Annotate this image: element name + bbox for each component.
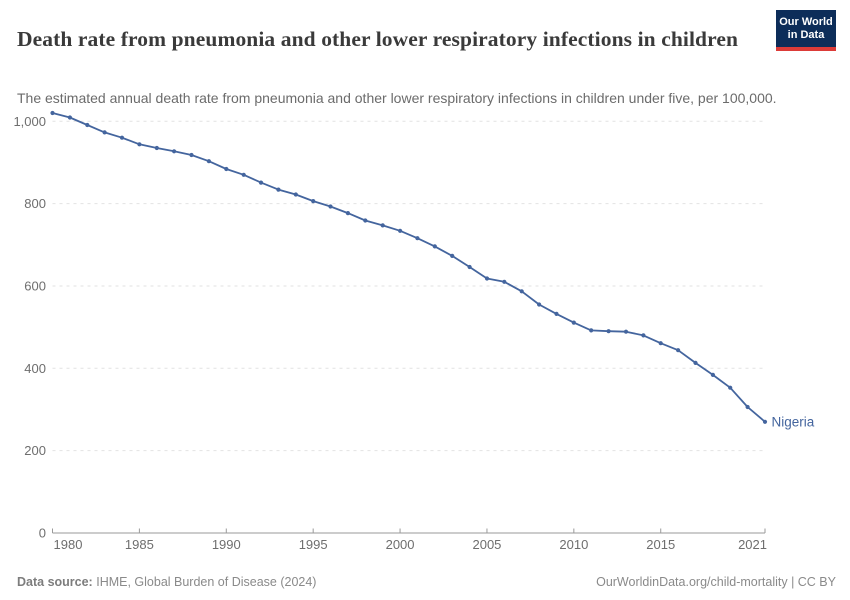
nigeria-line-series[interactable] bbox=[51, 112, 766, 423]
entity-label-nigeria[interactable]: Nigeria bbox=[772, 414, 815, 429]
data-point-1980[interactable] bbox=[50, 110, 55, 116]
data-source-text: IHME, Global Burden of Disease (2024) bbox=[96, 575, 317, 589]
x-axis-label-1980: 1980 bbox=[54, 537, 83, 552]
y-axis-label-1000: 1,000 bbox=[13, 114, 46, 129]
x-axis-label-1985: 1985 bbox=[125, 537, 154, 552]
x-axis-label-2015: 2015 bbox=[646, 537, 675, 552]
data-point-2016[interactable] bbox=[676, 348, 681, 353]
data-point-1986[interactable] bbox=[154, 145, 159, 151]
x-axis-label-1990: 1990 bbox=[212, 537, 241, 552]
data-point-1993[interactable] bbox=[276, 187, 281, 192]
x-axis-label-2005: 2005 bbox=[472, 537, 501, 552]
data-point-2013[interactable] bbox=[623, 329, 629, 334]
y-axis-label-0: 0 bbox=[39, 526, 46, 541]
data-point-2006[interactable] bbox=[502, 279, 507, 284]
data-point-1992[interactable] bbox=[258, 180, 264, 185]
owid-logo-line1: Our World bbox=[779, 16, 833, 28]
data-point-1987[interactable] bbox=[172, 149, 177, 154]
data-point-2018[interactable] bbox=[710, 372, 716, 377]
data-point-1982[interactable] bbox=[85, 122, 90, 128]
data-point-2008[interactable] bbox=[537, 302, 542, 307]
chart-title: Death rate from pneumonia and other lowe… bbox=[17, 27, 739, 52]
data-point-1999[interactable] bbox=[380, 223, 385, 228]
data-point-1997[interactable] bbox=[345, 211, 350, 216]
y-axis-label-200: 200 bbox=[24, 443, 46, 458]
data-point-2000[interactable] bbox=[398, 228, 403, 233]
data-point-2014[interactable] bbox=[641, 333, 646, 338]
data-point-1994[interactable] bbox=[293, 192, 298, 197]
data-point-1990[interactable] bbox=[224, 166, 229, 172]
data-point-1989[interactable] bbox=[206, 159, 211, 164]
data-point-1984[interactable] bbox=[119, 135, 125, 140]
data-point-2001[interactable] bbox=[415, 236, 420, 241]
data-point-2017[interactable] bbox=[693, 360, 698, 365]
owid-logo-box: Our World in Data bbox=[776, 10, 836, 47]
data-point-2020[interactable] bbox=[745, 404, 750, 410]
y-axis-label-400: 400 bbox=[24, 361, 46, 376]
data-point-2019[interactable] bbox=[728, 385, 733, 390]
data-source-note: Data source: IHME, Global Burden of Dise… bbox=[17, 575, 316, 589]
y-axis-label-800: 800 bbox=[24, 196, 46, 211]
data-point-2002[interactable] bbox=[432, 244, 437, 249]
data-point-2007[interactable] bbox=[519, 289, 524, 294]
x-axis-label-2010: 2010 bbox=[559, 537, 588, 552]
data-point-2021[interactable] bbox=[762, 419, 768, 424]
data-point-2015[interactable] bbox=[658, 341, 663, 346]
y-axis-label-600: 600 bbox=[24, 278, 46, 293]
data-point-2010[interactable] bbox=[571, 320, 576, 325]
data-point-1995[interactable] bbox=[311, 199, 316, 204]
data-point-2011[interactable] bbox=[589, 328, 594, 333]
data-point-1991[interactable] bbox=[241, 172, 246, 177]
data-point-1988[interactable] bbox=[189, 152, 194, 158]
x-axis-label-2021: 2021 bbox=[738, 537, 767, 552]
owid-logo-line2: in Data bbox=[787, 29, 825, 41]
data-point-1985[interactable] bbox=[137, 142, 142, 147]
owid-logo[interactable]: Our World in Data bbox=[776, 10, 836, 51]
data-point-2009[interactable] bbox=[554, 311, 559, 316]
owid-license-link[interactable]: OurWorldinData.org/child-mortality | CC … bbox=[596, 575, 836, 589]
chart-subtitle: The estimated annual death rate from pne… bbox=[17, 90, 777, 106]
data-point-2004[interactable] bbox=[467, 264, 472, 270]
data-point-2003[interactable] bbox=[450, 253, 455, 258]
data-point-1996[interactable] bbox=[328, 204, 333, 209]
data-point-1981[interactable] bbox=[67, 115, 72, 120]
data-point-1983[interactable] bbox=[102, 130, 107, 135]
owid-logo-accent-bar bbox=[776, 47, 836, 51]
data-point-1998[interactable] bbox=[363, 218, 368, 223]
x-axis-label-2000: 2000 bbox=[386, 537, 415, 552]
data-point-2005[interactable] bbox=[484, 276, 490, 281]
x-axis-label-1995: 1995 bbox=[299, 537, 328, 552]
data-source-label: Data source: bbox=[17, 575, 93, 589]
data-point-2012[interactable] bbox=[606, 329, 611, 334]
chart-footer: Data source: IHME, Global Burden of Dise… bbox=[17, 575, 836, 589]
